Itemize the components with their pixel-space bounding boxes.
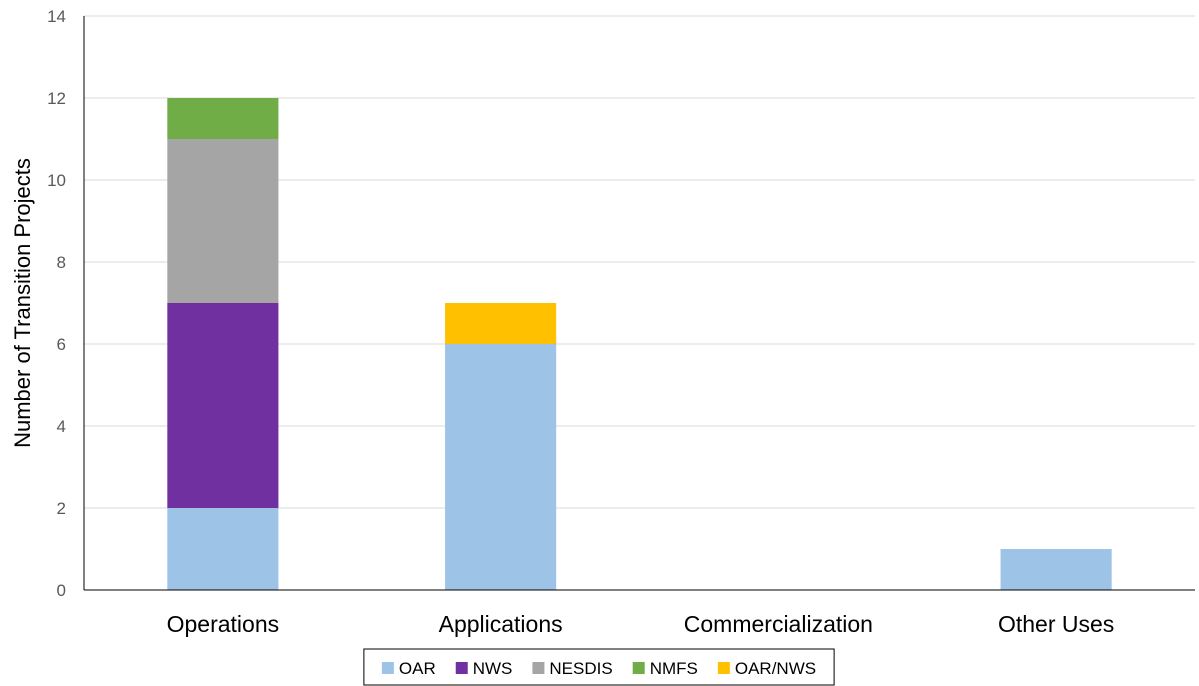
- legend-swatch: [632, 662, 645, 674]
- bar-oar-applications: [445, 344, 557, 590]
- y-tick-label: 4: [57, 417, 66, 436]
- y-tick-labels: 0 2 4 6 8 10 12 14: [47, 7, 66, 600]
- x-tick-label: Operations: [167, 611, 280, 637]
- legend-label: OAR/NWS: [735, 659, 816, 678]
- y-tick-label: 0: [57, 581, 66, 600]
- x-tick-label: Applications: [439, 611, 563, 637]
- legend: OAR NWS NESDIS NMFS OAR/NWS: [363, 648, 835, 686]
- y-axis-title: Number of Transition Projects: [10, 158, 35, 448]
- y-tick-label: 8: [57, 253, 66, 272]
- bar-oar-operations: [167, 508, 279, 590]
- bar-oar-nws-applications: [445, 303, 557, 344]
- legend-swatch: [381, 662, 394, 674]
- x-tick-label: Commercialization: [684, 611, 873, 637]
- legend-swatch: [455, 662, 468, 674]
- legend-label: NESDIS: [549, 659, 612, 678]
- bar-nesdis-operations: [167, 139, 279, 303]
- legend-label: NWS: [473, 659, 513, 678]
- y-tick-label: 12: [47, 89, 66, 108]
- x-tick-label: Other Uses: [998, 611, 1114, 637]
- x-tick-labels: Operations Applications Commercialization O…: [167, 611, 1115, 637]
- legend-box: [363, 648, 835, 686]
- bar-nws-operations: [167, 303, 279, 508]
- legend-label: NMFS: [650, 659, 698, 678]
- legend-label: OAR: [399, 659, 436, 678]
- y-tick-label: 10: [47, 171, 66, 190]
- y-tick-label: 2: [57, 499, 66, 518]
- legend-swatch: [532, 662, 545, 674]
- bars: [167, 98, 1112, 590]
- bar-nmfs-operations: [167, 98, 279, 139]
- bar-oar-other-uses: [1000, 549, 1112, 590]
- y-tick-label: 14: [47, 7, 66, 26]
- legend-swatch: [717, 662, 730, 674]
- y-tick-label: 6: [57, 335, 66, 354]
